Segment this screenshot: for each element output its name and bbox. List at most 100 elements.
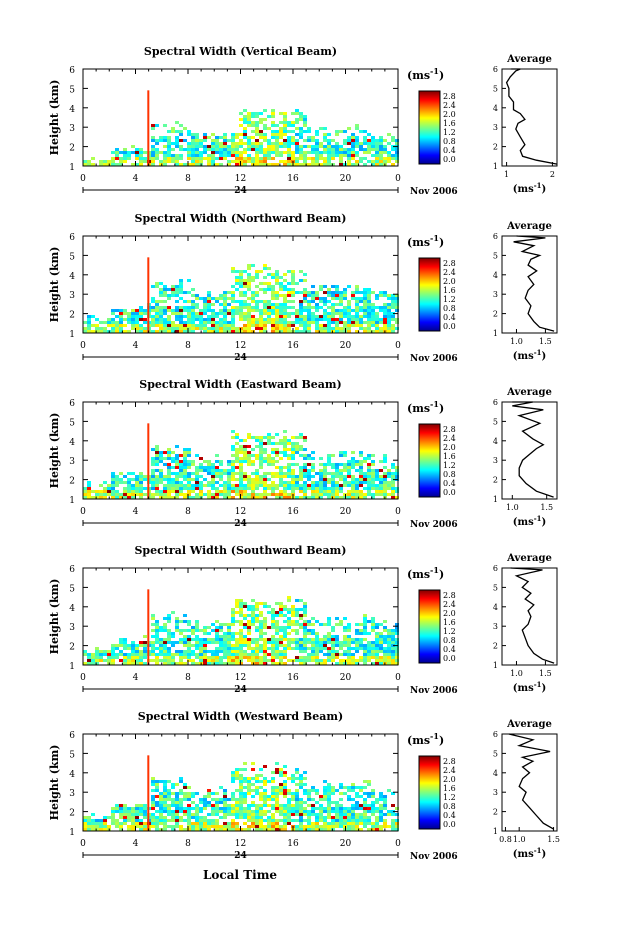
- y-axis-label: Height (km): [48, 80, 61, 156]
- avg-y-tick-label: 3: [493, 290, 498, 299]
- colorbar-tick-label: 2.4: [443, 766, 456, 775]
- colorbar-tick-label: 2.0: [443, 277, 456, 286]
- heatmap-cells: [83, 596, 399, 665]
- colorbar-tick-label: 1.6: [443, 784, 456, 793]
- day-label: 24: [234, 186, 247, 196]
- avg-x-tick-label: 0.8: [499, 835, 512, 844]
- y-tick-label: 4: [69, 272, 75, 282]
- avg-profile-line: [505, 68, 558, 165]
- date-label: Nov 2006: [410, 354, 458, 364]
- avg-y-tick-label: 5: [493, 251, 498, 260]
- colorbar: [418, 423, 441, 498]
- colorbar-tick-label: 1.2: [443, 295, 456, 304]
- panel-title: Spectral Width (Northward Beam): [135, 212, 347, 225]
- colorbar-tick-label: 2.8: [443, 92, 456, 101]
- x-tick-label: 4: [133, 174, 139, 184]
- avg-y-tick-label: 5: [493, 417, 498, 426]
- colorbar-tick-label: 0.8: [443, 470, 456, 479]
- colorbar-tick-label: 2.8: [443, 259, 456, 268]
- avg-x-tick-label: 1.5: [539, 337, 552, 346]
- x-tick-label: 8: [185, 341, 191, 351]
- rain-spike: [147, 423, 150, 499]
- colorbar-tick-label: 0.4: [443, 645, 456, 654]
- date-label: Nov 2006: [410, 187, 458, 197]
- avg-y-tick-label: 2: [493, 310, 498, 319]
- avg-y-tick-label: 6: [493, 564, 498, 573]
- avg-frame: [501, 733, 558, 832]
- colorbar-tick-label: 2.0: [443, 110, 456, 119]
- colorbar-tick-label: 2.4: [443, 600, 456, 609]
- y-tick-label: 2: [69, 144, 75, 154]
- avg-y-tick-label: 3: [493, 788, 498, 797]
- panel-1: Spectral Width (Northward Beam)123456Hei…: [48, 212, 558, 364]
- y-tick-label: 6: [69, 565, 75, 575]
- colorbar-tick-label: 1.2: [443, 128, 456, 137]
- avg-title: Average: [506, 719, 552, 730]
- colorbar-tick-label: 0.0: [443, 488, 456, 497]
- y-tick-label: 5: [69, 252, 75, 262]
- x-tick-label: 8: [185, 507, 191, 517]
- date-label: Nov 2006: [410, 686, 458, 696]
- avg-y-tick-label: 5: [493, 84, 498, 93]
- x-tick-label: 0: [395, 507, 401, 517]
- avg-unit: (ms-1): [513, 680, 546, 694]
- avg-unit: (ms-1): [513, 846, 546, 860]
- x-tick-label: 0: [395, 673, 401, 683]
- y-tick-label: 4: [69, 770, 75, 780]
- x-tick-label: 4: [133, 341, 139, 351]
- colorbar-unit: (ms-1): [407, 399, 444, 415]
- y-tick-label: 3: [69, 623, 75, 633]
- avg-title: Average: [506, 54, 552, 65]
- x-tick-label: 0: [80, 673, 86, 683]
- avg-y-tick-label: 3: [493, 123, 498, 132]
- y-tick-label: 6: [69, 66, 75, 76]
- heatmap-cells: [83, 430, 399, 499]
- x-tick-label: 20: [340, 839, 352, 849]
- avg-y-tick-label: 5: [493, 583, 498, 592]
- colorbar: [418, 589, 441, 664]
- colorbar-unit: (ms-1): [407, 233, 444, 249]
- colorbar-tick-label: 0.4: [443, 811, 456, 820]
- y-axis-label: Height (km): [48, 745, 61, 821]
- avg-frame: [501, 401, 558, 500]
- colorbar-tick-label: 1.6: [443, 119, 456, 128]
- x-tick-label: 0: [80, 174, 86, 184]
- avg-profile-line: [512, 401, 554, 498]
- x-tick-label: 0: [80, 839, 86, 849]
- day-label: 24: [234, 353, 247, 363]
- y-tick-label: 3: [69, 789, 75, 799]
- y-tick-label: 1: [69, 662, 75, 672]
- y-tick-label: 2: [69, 311, 75, 321]
- y-tick-label: 6: [69, 731, 75, 741]
- x-tick-label: 4: [133, 673, 139, 683]
- avg-y-tick-label: 6: [493, 232, 498, 241]
- avg-y-tick-label: 4: [493, 769, 498, 778]
- y-tick-label: 1: [69, 496, 75, 506]
- y-tick-label: 5: [69, 750, 75, 760]
- panel-0: Spectral Width (Vertical Beam)123456Heig…: [48, 45, 558, 197]
- x-tick-label: 0: [80, 507, 86, 517]
- colorbar-tick-label: 0.8: [443, 137, 456, 146]
- y-tick-label: 3: [69, 457, 75, 467]
- avg-profile-line: [513, 235, 555, 332]
- y-tick-label: 4: [69, 105, 75, 115]
- avg-y-tick-label: 1: [493, 827, 498, 836]
- y-tick-label: 5: [69, 584, 75, 594]
- avg-frame: [501, 235, 558, 334]
- avg-y-tick-label: 4: [493, 104, 498, 113]
- panel-title: Spectral Width (Vertical Beam): [144, 45, 337, 58]
- colorbar-unit: (ms-1): [407, 731, 444, 747]
- y-tick-label: 1: [69, 828, 75, 838]
- colorbar-tick-label: 2.0: [443, 443, 456, 452]
- y-tick-label: 1: [69, 330, 75, 340]
- avg-x-tick-label: 1.5: [539, 669, 552, 678]
- y-tick-label: 5: [69, 418, 75, 428]
- x-tick-label: 4: [133, 839, 139, 849]
- avg-y-tick-label: 1: [493, 495, 498, 504]
- colorbar-tick-label: 2.4: [443, 434, 456, 443]
- x-tick-label: 16: [287, 341, 299, 351]
- avg-unit: (ms-1): [513, 181, 546, 195]
- avg-x-tick-label: 1.0: [510, 669, 523, 678]
- rain-spike: [147, 90, 150, 166]
